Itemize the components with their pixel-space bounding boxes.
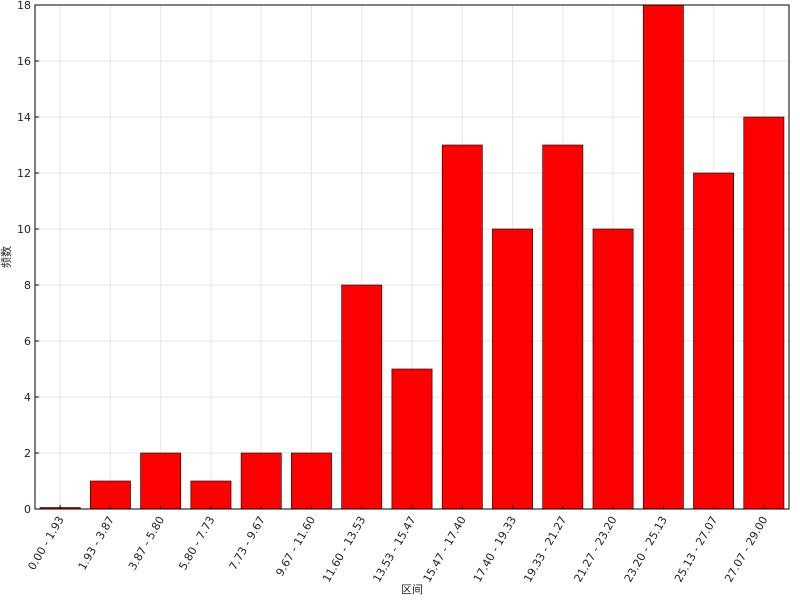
y-tick-label: 16 [17,55,31,68]
x-tick-label: 15.47 - 17.40 [421,514,469,585]
x-axis-title: 区间 [401,583,423,596]
bar [693,172,735,510]
bar [592,228,634,510]
x-tick-label: 9.67 - 11.60 [273,514,318,578]
x-tick-label: 0.00 - 1.93 [25,514,66,572]
x-tick-labels: 0.00 - 1.93 1.93 - 3.87 3.87 - 5.80 5.80 - … [25,505,770,585]
bar [341,284,383,510]
bar [140,452,182,510]
bar [291,452,332,510]
bar [240,452,282,510]
bar [492,228,533,510]
bar [89,480,131,510]
x-tick-label: 23.20 - 25.13 [622,514,670,585]
y-tick-label: 10 [17,223,31,236]
y-tick-label: 0 [24,503,31,516]
y-tick-label: 14 [17,111,31,124]
x-tick-label: 1.93 - 3.87 [76,514,117,572]
x-tick-label: 7.73 - 9.67 [227,514,268,572]
x-tick-label: 21.27 - 23.20 [571,514,619,585]
x-tick-label: 27.07 - 29.00 [722,514,770,585]
x-tick-label: 19.33 - 21.27 [521,514,569,585]
bar [391,368,433,510]
y-tick-labels: 0 2 4 6 8 10 12 14 16 18 [17,0,39,516]
y-tick-label: 12 [17,167,31,180]
y-tick-label: 8 [24,279,31,292]
x-tick-label: 13.53 - 15.47 [370,514,418,585]
x-tick-label: 5.80 - 7.73 [176,514,217,572]
bar [642,4,684,510]
y-tick-label: 18 [17,0,31,12]
bar [190,480,232,510]
x-tick-label: 3.87 - 5.80 [126,514,167,572]
x-tick-label: 25.13 - 27.07 [672,514,720,585]
bar [441,144,483,510]
x-tick-label: 17.40 - 19.33 [471,514,519,585]
y-tick-label: 4 [24,391,31,404]
y-axis-title: 频数 [0,246,13,268]
y-tick-label: 2 [24,447,31,460]
bars [39,4,785,510]
bar [542,144,584,510]
x-tick-label: 11.60 - 13.53 [320,514,368,585]
y-tick-label: 6 [24,335,31,348]
bar [743,116,785,510]
